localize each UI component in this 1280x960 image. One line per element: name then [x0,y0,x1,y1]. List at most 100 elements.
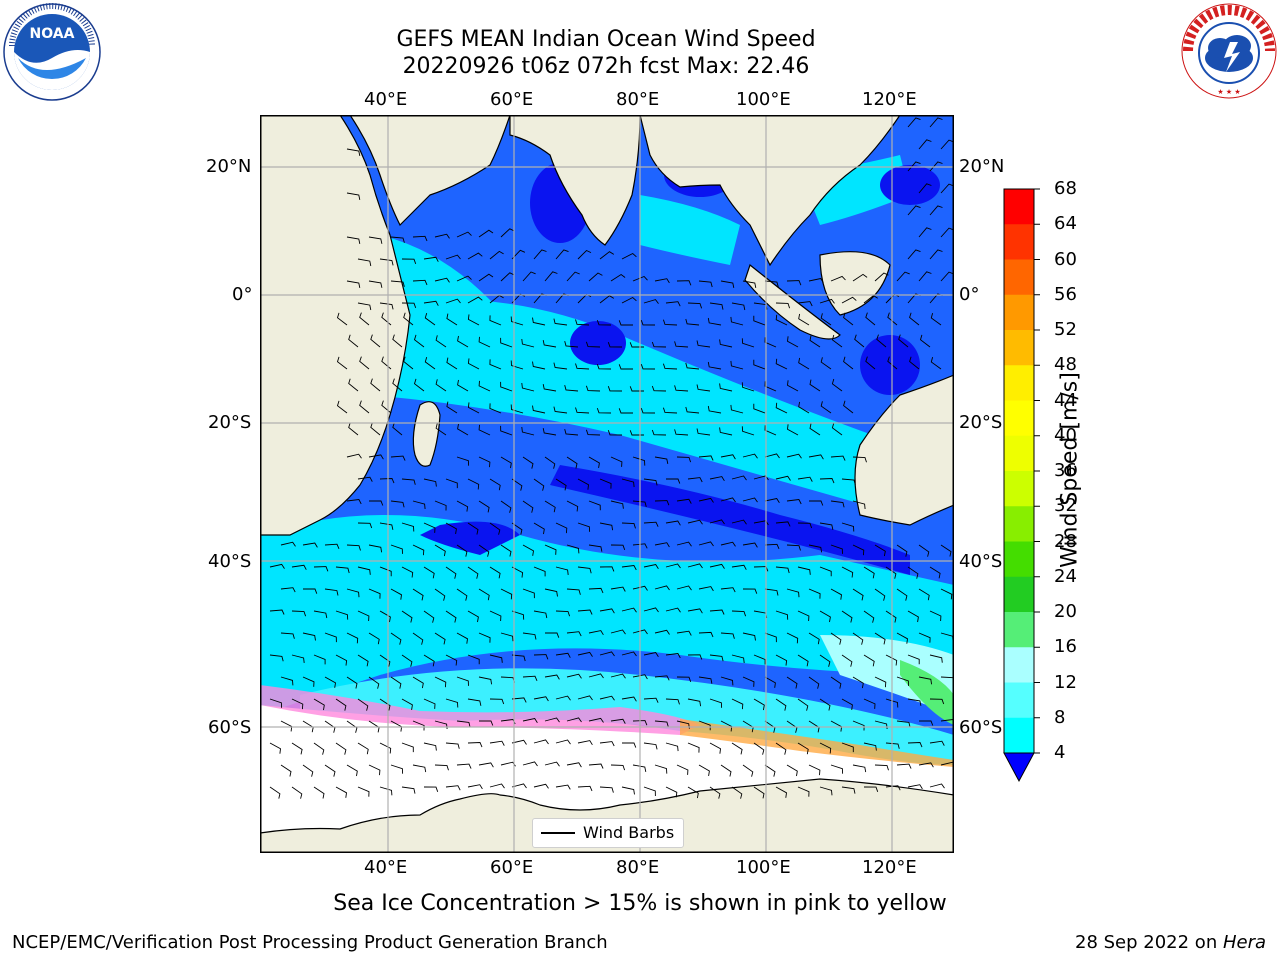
wind-barb [390,588,402,600]
wind-barb [919,334,931,348]
wind-barb [566,271,580,282]
wind-barb [885,742,900,749]
wind-barb [588,630,604,636]
wind-barb [575,363,590,370]
wind-barb [787,336,799,348]
wind-barb [786,764,798,777]
colorbar-tick-label: 60 [1054,248,1077,270]
wind-barb [632,585,648,591]
wind-barb [564,384,579,392]
wind-barb [348,422,359,436]
wind-barb [918,271,932,282]
wind-barb [687,698,702,707]
wind-barb [687,519,703,525]
wind-barb [346,544,361,551]
wind-barb [907,742,923,748]
wind-barb [302,632,316,641]
wind-barb [651,385,667,392]
wind-barb [532,317,546,326]
wind-barb [654,500,670,506]
wind-barb [907,566,919,579]
wind-barb [909,356,920,370]
wind-barb [522,588,535,599]
wind-barb [456,456,470,466]
wind-barb [896,632,908,644]
wind-speed-map [260,115,954,853]
wind-barb [577,740,593,746]
footer-host: Hera [1222,932,1266,953]
wind-barb [401,522,415,532]
wind-barb [808,676,820,689]
wind-barb [786,588,800,598]
wind-barb [841,610,853,623]
colorbar [998,183,1048,787]
wind-barb [742,764,754,777]
chart-title: GEFS MEAN Indian Ocean Wind Speed [396,27,816,52]
wind-barb [698,541,714,547]
wind-barb [456,763,472,769]
wind-barb [676,541,692,547]
lat-label-left-40s: 40°S [208,551,252,572]
wind-barb [269,609,285,615]
wind-barb [863,786,879,792]
wind-barb [654,585,670,591]
wind-barb [808,500,824,506]
wind-barb [874,588,886,601]
wind-barb [730,404,744,414]
wind-barb [359,356,370,370]
wind-barb [730,360,744,370]
wind-barb [291,698,304,710]
wind-barb [687,608,703,614]
wind-barb [511,739,527,745]
lon-label-bottom-100e: 100°E [736,857,791,878]
wind-barb [918,588,930,601]
wind-barb [865,356,876,370]
colorbar-segment [1004,259,1034,296]
wind-barb [291,742,303,755]
wind-barb [852,456,867,463]
colorbar-title: Wind Speed [m/s] [1057,372,1083,568]
wind-barb [467,654,480,665]
wind-barb [896,676,909,686]
wind-barb [929,698,945,705]
wind-barb [522,632,537,640]
wind-barb [269,654,284,662]
wind-barb [445,566,457,579]
wind-barb [797,566,811,575]
wind-barb [819,478,835,484]
wind-barb [575,407,590,414]
colorbar-segment [1004,682,1034,719]
wind-barb [798,401,810,414]
wind-barb [566,673,582,679]
colorbar-tick-label: 12 [1054,671,1077,693]
wind-barb [423,698,436,709]
wind-barb [643,478,658,486]
nws-logo-icon: ★ ★ ★ [1180,2,1278,100]
wind-barb [696,384,711,392]
wind-barb [379,478,395,484]
wind-barb [831,334,843,348]
wind-barb [676,456,692,463]
wind-barb [348,334,359,348]
wind-barb [588,456,600,468]
wind-barb [654,456,669,464]
wind-barb [521,426,535,436]
wind-barb [798,313,810,326]
wind-barb [665,607,681,613]
wind-barb [930,312,942,326]
wind-barb [522,500,534,513]
colorbar-segment [1004,189,1034,225]
wind-barb [522,456,534,469]
wind-barb [696,340,711,348]
lon-label-top-100e: 100°E [736,89,791,110]
wind-barb [467,784,483,790]
wind-barb [269,742,281,754]
wind-barb [489,250,504,260]
wind-barb [489,654,503,663]
wind-barb [632,764,647,772]
wind-barb [819,698,831,711]
wind-barb [907,161,921,172]
wind-barb [566,631,582,637]
wind-barb [720,280,735,288]
wind-barb [500,425,513,436]
